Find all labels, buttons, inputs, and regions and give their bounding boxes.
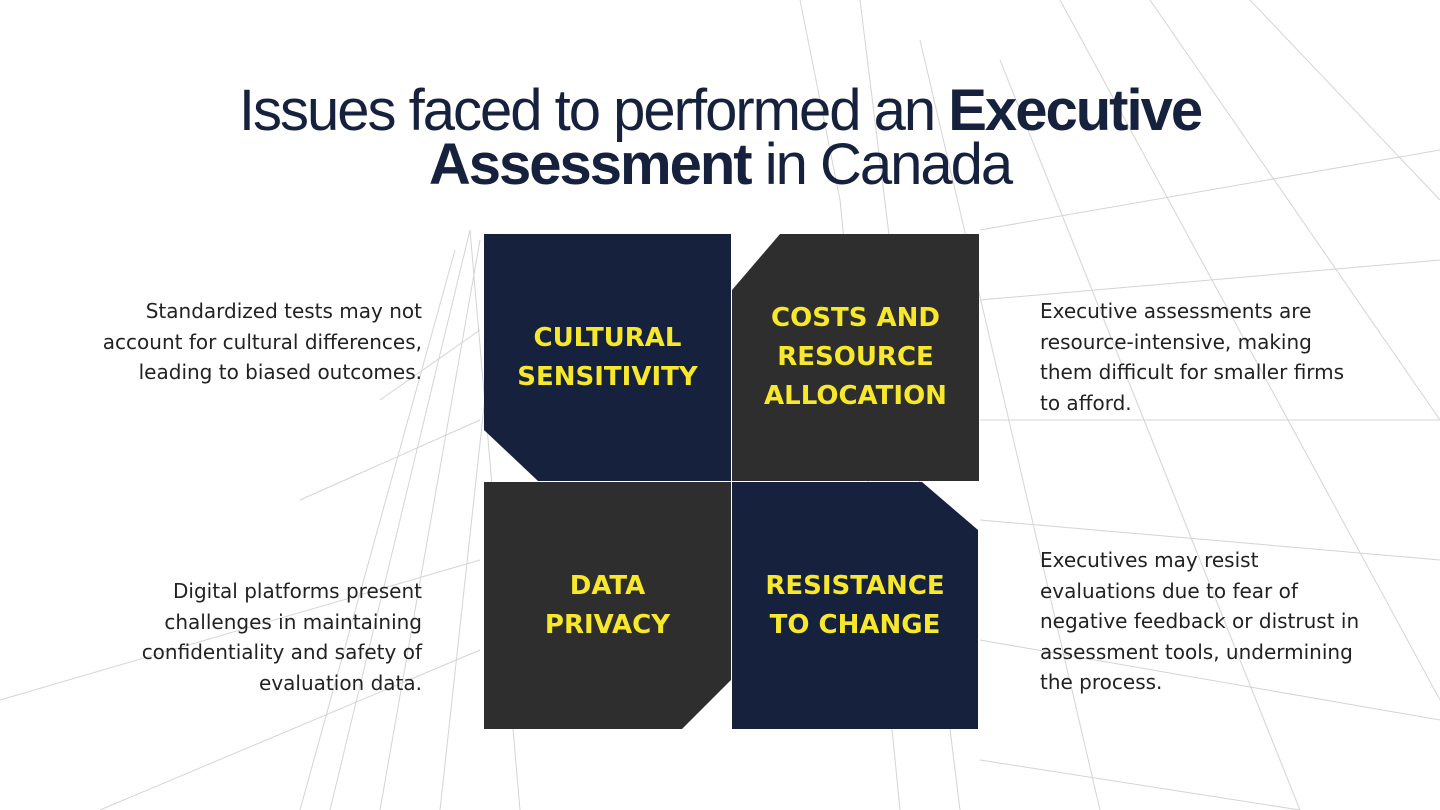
quadrant-label: CULTURAL SENSITIVITY xyxy=(517,322,698,392)
title: Issues faced to performed an Executive As… xyxy=(120,82,1320,194)
description: Executive assessments are resource-inten… xyxy=(1040,299,1345,415)
quadrant-label: RESISTANCE TO CHANGE xyxy=(765,570,945,640)
quadrant: RESISTANCE TO CHANGE xyxy=(732,482,978,729)
title-bold: Executive xyxy=(948,78,1203,143)
description: Digital platforms present challenges in … xyxy=(141,579,422,695)
quadrant: CULTURAL SENSITIVITY xyxy=(484,234,731,481)
description: Standardized tests may not account for c… xyxy=(102,299,422,384)
quadrant-label: DATA PRIVACY xyxy=(544,570,671,640)
description: Executives may resist evaluations due to… xyxy=(1040,548,1360,694)
quadrant: DATA PRIVACY xyxy=(484,482,731,729)
title-bold: Assessment xyxy=(428,132,753,197)
quadrant: COSTS AND RESOURCE ALLOCATION xyxy=(732,234,979,481)
quadrant-label: COSTS AND RESOURCE ALLOCATION xyxy=(764,303,947,411)
title-text: in Canada xyxy=(764,132,1013,197)
title-text: Issues faced to performed an xyxy=(238,78,936,143)
